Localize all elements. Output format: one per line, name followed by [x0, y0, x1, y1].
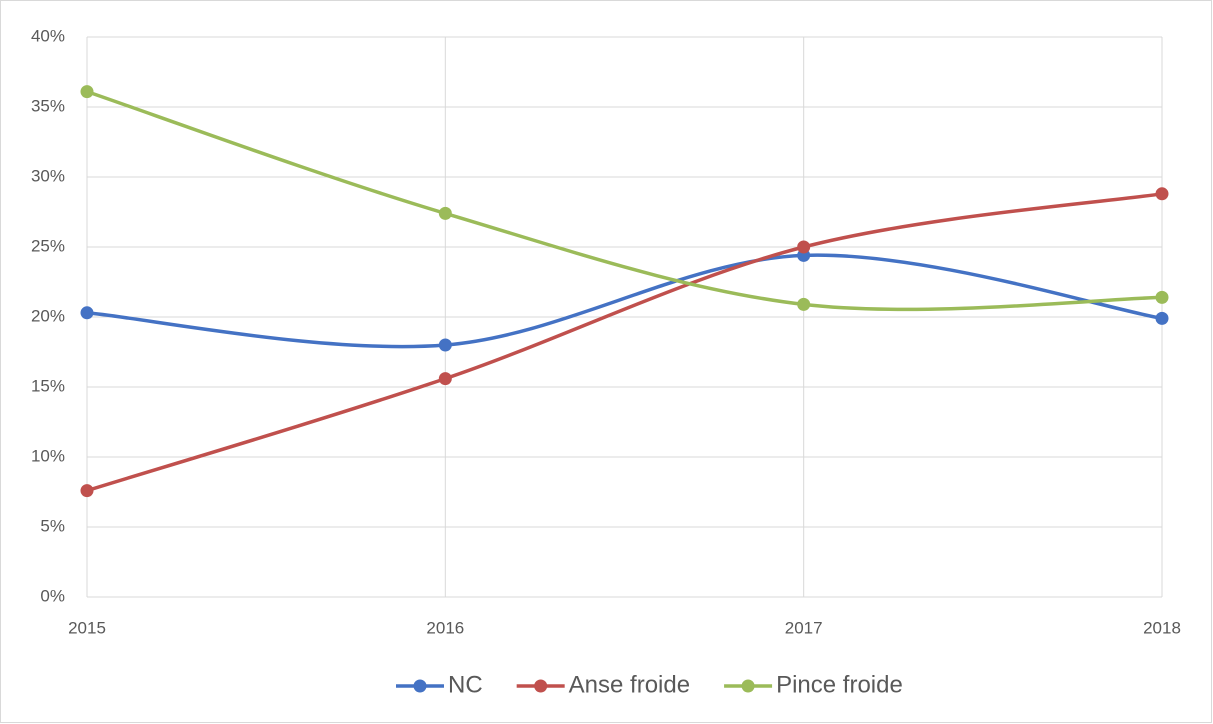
y-tick-label: 15%: [31, 376, 65, 395]
legend-label: Pince froide: [776, 671, 903, 698]
legend: NC Anse froide Pince froide: [396, 671, 903, 698]
x-tick-label: 2017: [785, 618, 823, 637]
series-line: [85, 192, 1164, 493]
legend-label: NC: [448, 671, 483, 698]
x-tick-label: 2015: [68, 618, 106, 637]
y-tick-label: 30%: [31, 166, 65, 185]
y-tick-label: 5%: [40, 516, 65, 535]
y-tick-label: 35%: [31, 96, 65, 115]
data-point: [1155, 311, 1169, 325]
series-line: [85, 253, 1164, 349]
series-line: [85, 89, 1164, 312]
data-point: [80, 85, 94, 99]
x-tick-label: 2018: [1143, 618, 1181, 637]
data-point: [1155, 187, 1169, 201]
data-point: [438, 372, 452, 386]
data-point: [438, 206, 452, 220]
data-point: [797, 240, 811, 254]
data-point: [80, 484, 94, 498]
legend-marker: [413, 679, 427, 693]
data-point: [1155, 290, 1169, 304]
y-tick-label: 10%: [31, 446, 65, 465]
y-tick-label: 20%: [31, 306, 65, 325]
legend-label: Anse froide: [569, 671, 690, 698]
x-tick-label: 2016: [426, 618, 464, 637]
data-point: [80, 306, 94, 320]
y-tick-label: 40%: [31, 26, 65, 45]
legend-marker: [741, 679, 755, 693]
y-tick-label: 25%: [31, 236, 65, 255]
data-point: [797, 297, 811, 311]
legend-marker: [534, 679, 548, 693]
data-point: [438, 338, 452, 352]
y-tick-label: 0%: [40, 586, 65, 605]
